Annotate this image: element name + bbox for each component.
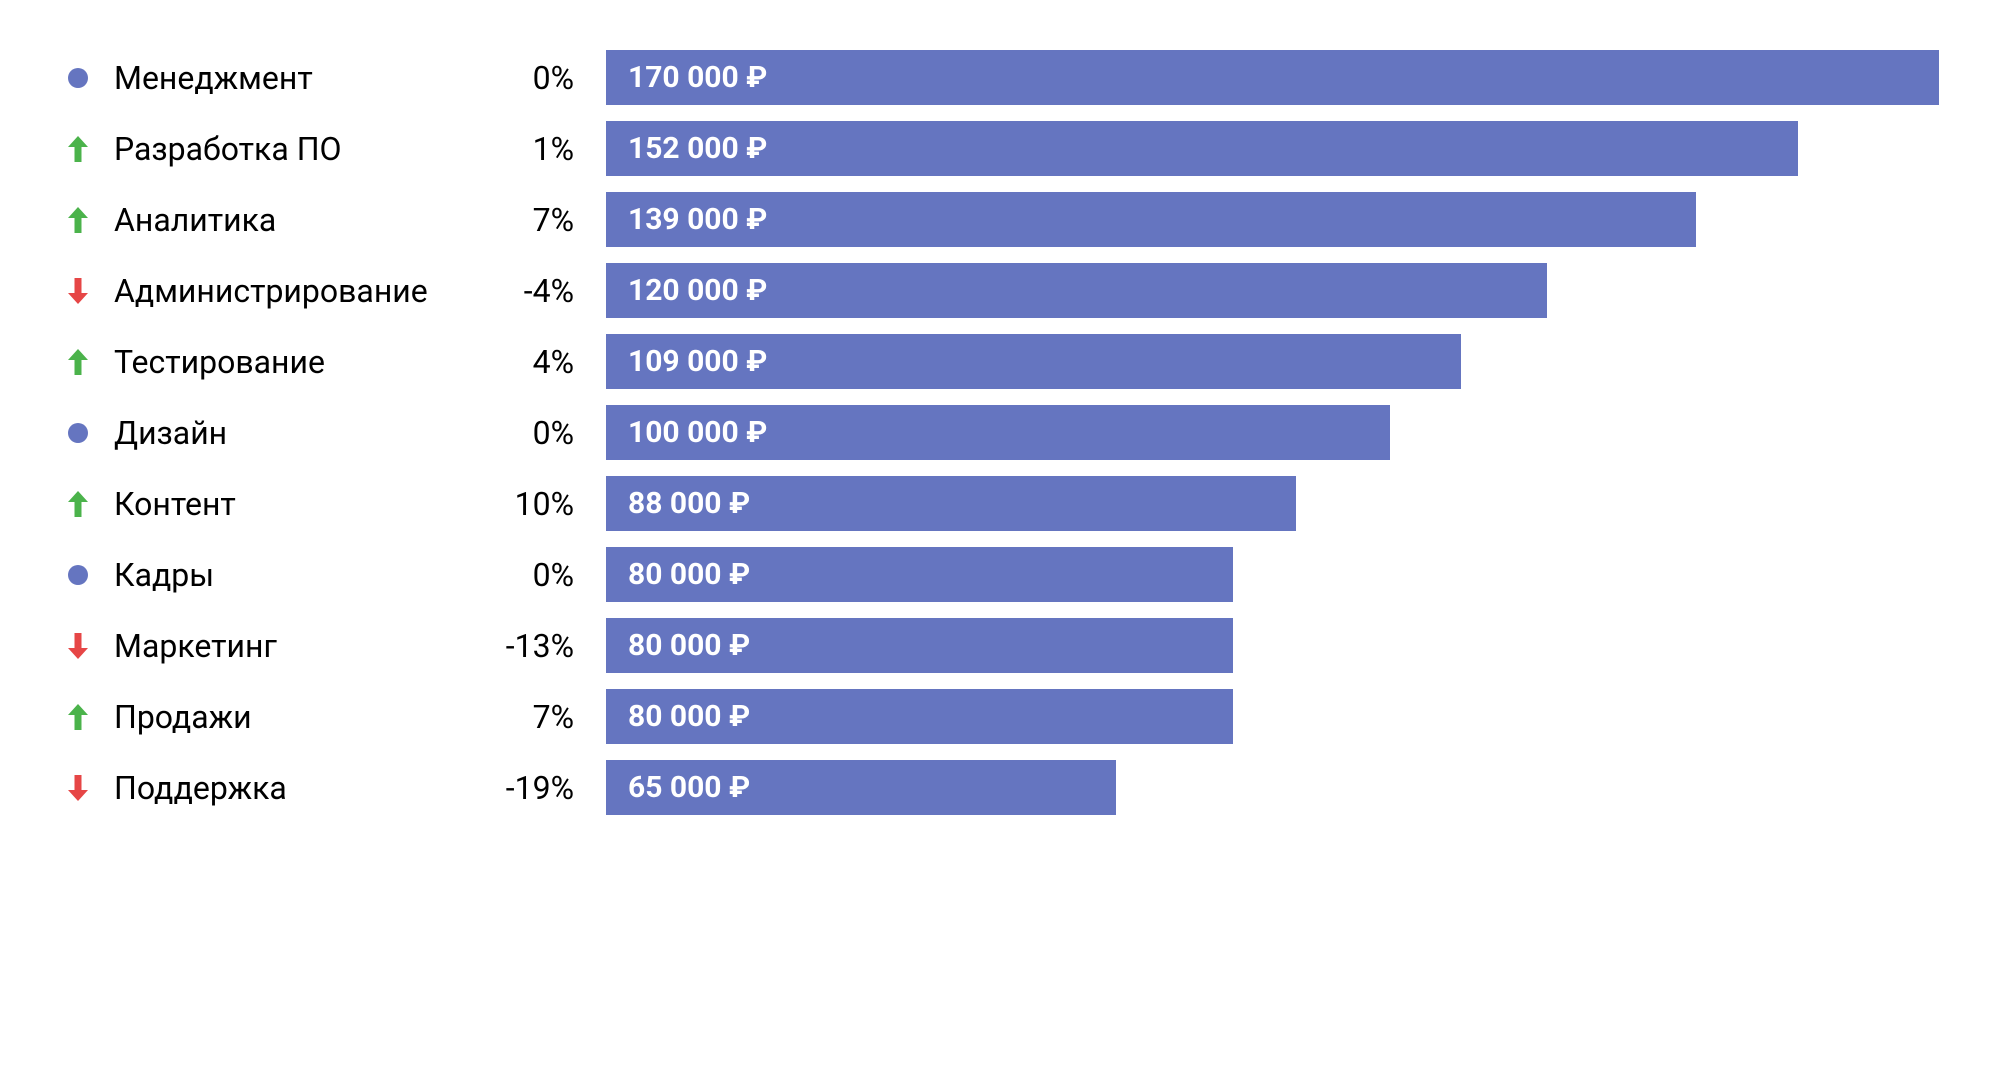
bar-fill: 109 000 ₽ xyxy=(606,334,1461,389)
row-percent: 4% xyxy=(496,343,606,381)
dot-icon xyxy=(68,565,88,585)
chart-row: Дизайн0% 100 000 ₽ xyxy=(60,405,1939,460)
row-label: Менеджмент xyxy=(96,59,496,97)
bar-track: 80 000 ₽ xyxy=(606,547,1939,602)
bar-value-label: 65 000 ₽ xyxy=(628,770,750,805)
trend-flat-icon xyxy=(60,565,96,585)
trend-up-icon xyxy=(60,348,96,376)
bar-track: 100 000 ₽ xyxy=(606,405,1939,460)
bar-value-label: 152 000 ₽ xyxy=(628,131,767,166)
trend-up-icon xyxy=(60,703,96,731)
row-label: Кадры xyxy=(96,556,496,594)
trend-up-icon xyxy=(60,490,96,518)
bar-track: 170 000 ₽ xyxy=(606,50,1939,105)
row-percent: 7% xyxy=(496,698,606,736)
bar-value-label: 88 000 ₽ xyxy=(628,486,750,521)
chart-row: Маркетинг-13% 80 000 ₽ xyxy=(60,618,1939,673)
arrow-down-icon xyxy=(67,277,89,305)
bar-track: 120 000 ₽ xyxy=(606,263,1939,318)
row-label: Дизайн xyxy=(96,414,496,452)
bar-track: 80 000 ₽ xyxy=(606,689,1939,744)
bar-fill: 80 000 ₽ xyxy=(606,689,1233,744)
arrow-up-icon xyxy=(67,490,89,518)
trend-up-icon xyxy=(60,206,96,234)
arrow-up-icon xyxy=(67,206,89,234)
bar-track: 109 000 ₽ xyxy=(606,334,1939,389)
row-percent: -19% xyxy=(496,769,606,807)
chart-row: Продажи7% 80 000 ₽ xyxy=(60,689,1939,744)
trend-down-icon xyxy=(60,632,96,660)
bar-value-label: 80 000 ₽ xyxy=(628,699,750,734)
bar-value-label: 170 000 ₽ xyxy=(628,60,767,95)
row-label: Аналитика xyxy=(96,201,496,239)
trend-up-icon xyxy=(60,135,96,163)
row-percent: 1% xyxy=(496,130,606,168)
trend-down-icon xyxy=(60,774,96,802)
row-percent: 10% xyxy=(496,485,606,523)
bar-track: 152 000 ₽ xyxy=(606,121,1939,176)
salary-bar-chart: Менеджмент0%170 000 ₽Разработка ПО1%152 … xyxy=(60,50,1939,815)
arrow-up-icon xyxy=(67,348,89,376)
row-percent: 0% xyxy=(496,59,606,97)
bar-fill: 80 000 ₽ xyxy=(606,547,1233,602)
bar-value-label: 139 000 ₽ xyxy=(628,202,767,237)
arrow-down-icon xyxy=(67,632,89,660)
chart-row: Тестирование4% 109 000 ₽ xyxy=(60,334,1939,389)
bar-value-label: 80 000 ₽ xyxy=(628,628,750,663)
bar-fill: 100 000 ₽ xyxy=(606,405,1390,460)
arrow-down-icon xyxy=(67,774,89,802)
bar-fill: 120 000 ₽ xyxy=(606,263,1547,318)
bar-value-label: 109 000 ₽ xyxy=(628,344,767,379)
bar-track: 80 000 ₽ xyxy=(606,618,1939,673)
bar-fill: 170 000 ₽ xyxy=(606,50,1939,105)
row-label: Контент xyxy=(96,485,496,523)
row-percent: -4% xyxy=(496,272,606,310)
chart-row: Контент10% 88 000 ₽ xyxy=(60,476,1939,531)
bar-fill: 88 000 ₽ xyxy=(606,476,1296,531)
row-percent: 7% xyxy=(496,201,606,239)
arrow-up-icon xyxy=(67,135,89,163)
trend-flat-icon xyxy=(60,68,96,88)
bar-fill: 139 000 ₽ xyxy=(606,192,1696,247)
row-percent: -13% xyxy=(496,627,606,665)
row-label: Продажи xyxy=(96,698,496,736)
row-label: Маркетинг xyxy=(96,627,496,665)
bar-fill: 65 000 ₽ xyxy=(606,760,1116,815)
row-label: Администрирование xyxy=(96,272,496,310)
row-percent: 0% xyxy=(496,556,606,594)
bar-fill: 80 000 ₽ xyxy=(606,618,1233,673)
bar-track: 65 000 ₽ xyxy=(606,760,1939,815)
chart-row: Поддержка-19% 65 000 ₽ xyxy=(60,760,1939,815)
trend-down-icon xyxy=(60,277,96,305)
bar-value-label: 80 000 ₽ xyxy=(628,557,750,592)
bar-value-label: 120 000 ₽ xyxy=(628,273,767,308)
dot-icon xyxy=(68,68,88,88)
row-label: Поддержка xyxy=(96,769,496,807)
chart-row: Аналитика7% 139 000 ₽ xyxy=(60,192,1939,247)
chart-row: Менеджмент0% 170 000 ₽ xyxy=(60,50,1939,105)
row-label: Тестирование xyxy=(96,343,496,381)
chart-row: Администрирование-4% 120 000 ₽ xyxy=(60,263,1939,318)
bar-track: 139 000 ₽ xyxy=(606,192,1939,247)
chart-row: Кадры0% 80 000 ₽ xyxy=(60,547,1939,602)
trend-flat-icon xyxy=(60,423,96,443)
row-percent: 0% xyxy=(496,414,606,452)
bar-track: 88 000 ₽ xyxy=(606,476,1939,531)
arrow-up-icon xyxy=(67,703,89,731)
chart-row: Разработка ПО1% 152 000 ₽ xyxy=(60,121,1939,176)
row-label: Разработка ПО xyxy=(96,130,496,168)
dot-icon xyxy=(68,423,88,443)
bar-fill: 152 000 ₽ xyxy=(606,121,1798,176)
bar-value-label: 100 000 ₽ xyxy=(628,415,767,450)
